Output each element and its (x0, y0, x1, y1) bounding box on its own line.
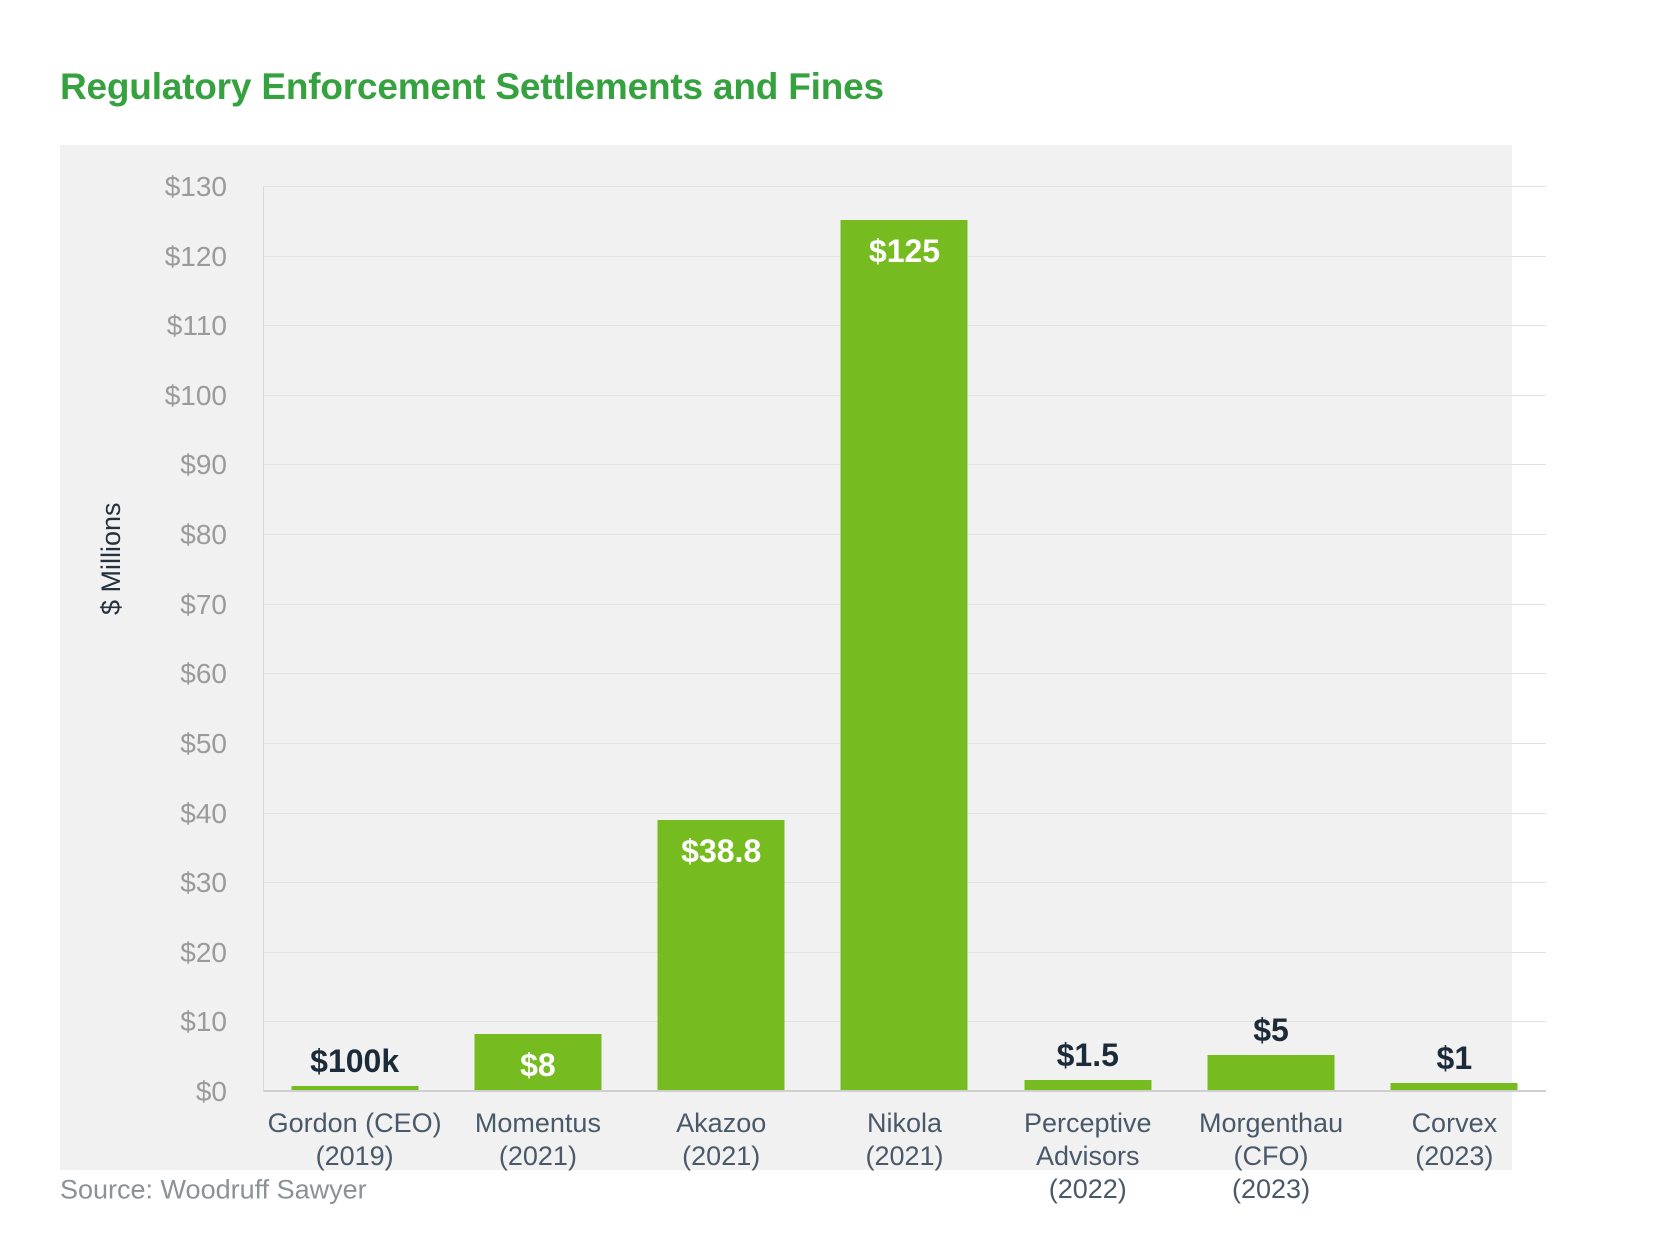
bar-value-label: $8 (520, 1047, 556, 1084)
bar[interactable] (291, 1086, 419, 1090)
bar[interactable] (1024, 1079, 1152, 1090)
y-axis-tick-label: $40 (180, 797, 227, 829)
y-axis-tick-label: $70 (180, 588, 227, 620)
bar-value-label: $5 (1253, 1012, 1289, 1049)
chart-panel: $ Millions $130 $120 $110 $100 $90 $80 $70 $60 $… (60, 145, 1546, 1204)
bar-slot: $1.5 (996, 187, 1179, 1092)
bar[interactable] (1207, 1055, 1335, 1090)
x-axis-tick-label-line: Perceptive (1023, 1108, 1152, 1138)
x-axis-tick-label-line: Momentus (474, 1108, 601, 1138)
bar-slot: $38.8 (630, 187, 813, 1092)
y-axis-tick-label: $60 (180, 658, 227, 690)
x-axis-tick-label-line: (2023) (1232, 1174, 1311, 1204)
y-axis-tick-label: $130 (164, 171, 227, 202)
x-axis-tick-label-line: Akazoo (676, 1108, 767, 1138)
bar-slot: $125 (813, 187, 996, 1092)
x-axis-tick-label-line: Corvex (1411, 1108, 1498, 1138)
gridline (263, 186, 1546, 187)
bar[interactable] (657, 819, 785, 1090)
bar-series: $100k $8 $38.8 $125 $1.5 $5 $1 (263, 187, 1546, 1092)
bar-value-label: $1 (1436, 1040, 1473, 1077)
y-axis-tick-label: $10 (180, 1006, 227, 1038)
bar-slot: $8 (446, 187, 629, 1092)
x-axis-tick-label: Gordon (CEO) (2019) (263, 1107, 446, 1206)
x-axis-labels: Gordon (CEO) (2019) Momentus (2021) Akazoo (2… (263, 1107, 1546, 1206)
y-axis-tick-label: $110 (166, 310, 227, 342)
bar-value-label: $38.8 (681, 832, 762, 869)
y-axis-ticks: $130 $120 $110 $100 $90 $80 $70 $60 $50 $40 $30 $20… (60, 171, 245, 1107)
y-axis-tick-label: $30 (180, 867, 227, 899)
x-axis-tick-label-line: (2019) (315, 1141, 394, 1171)
x-axis-baseline (263, 1090, 1546, 1092)
x-axis-tick-label-line: (2021) (682, 1141, 761, 1171)
y-axis-tick-label: $20 (180, 936, 227, 968)
x-axis-tick-label-line: Morgenthau (1198, 1108, 1344, 1138)
y-axis-tick-label: $80 (180, 519, 227, 551)
x-axis-tick-label-line: (2021) (865, 1141, 944, 1171)
y-axis-tick-label: $50 (180, 727, 227, 759)
source-note: Source: Woodruff Sawyer (60, 1174, 367, 1205)
x-axis-tick-label-line: (2021) (498, 1141, 577, 1171)
x-axis-tick-label-line: Advisors (1036, 1141, 1140, 1171)
x-axis-tick-label-line: Gordon (CEO) (267, 1108, 442, 1138)
x-axis-tick-label: Momentus (2021) (446, 1107, 629, 1206)
x-axis-tick-label: Morgenthau (CFO) (2023) (1179, 1107, 1362, 1206)
x-axis-tick-label: Perceptive Advisors (2022) (996, 1107, 1179, 1206)
page-title: Regulatory Enforcement Settlements and F… (60, 66, 884, 107)
x-axis-tick-label-line: (2023) (1415, 1141, 1494, 1171)
bar[interactable] (1390, 1083, 1518, 1090)
bar-value-label: $125 (868, 232, 941, 269)
y-axis-tick-label: $90 (180, 449, 227, 481)
y-axis-tick-label: $0 (195, 1076, 227, 1107)
x-axis-tick-label: Akazoo (2021) (630, 1107, 813, 1206)
bar-slot: $5 (1179, 187, 1362, 1092)
x-axis-tick-label-line: Nikola (866, 1108, 942, 1138)
bar-value-label: $1.5 (1056, 1036, 1119, 1073)
x-axis-tick-label-line: (CFO) (1233, 1141, 1309, 1171)
y-axis-tick-label: $100 (164, 379, 227, 411)
bar[interactable] (474, 1034, 602, 1090)
plot-area: $100k $8 $38.8 $125 $1.5 $5 $1 (263, 186, 1546, 1092)
x-axis-tick-label: Corvex (2023) (1363, 1107, 1546, 1206)
y-axis-tick-label: $120 (164, 240, 227, 272)
bar[interactable] (840, 219, 968, 1090)
x-axis-tick-label: Nikola (2021) (813, 1107, 996, 1206)
bar-value-label: $100k (310, 1043, 400, 1079)
y-axis-line (263, 187, 264, 1092)
x-axis-tick-label-line: (2022) (1048, 1174, 1127, 1204)
bar-slot: $100k (263, 187, 446, 1092)
bar-slot: $1 (1363, 187, 1546, 1092)
